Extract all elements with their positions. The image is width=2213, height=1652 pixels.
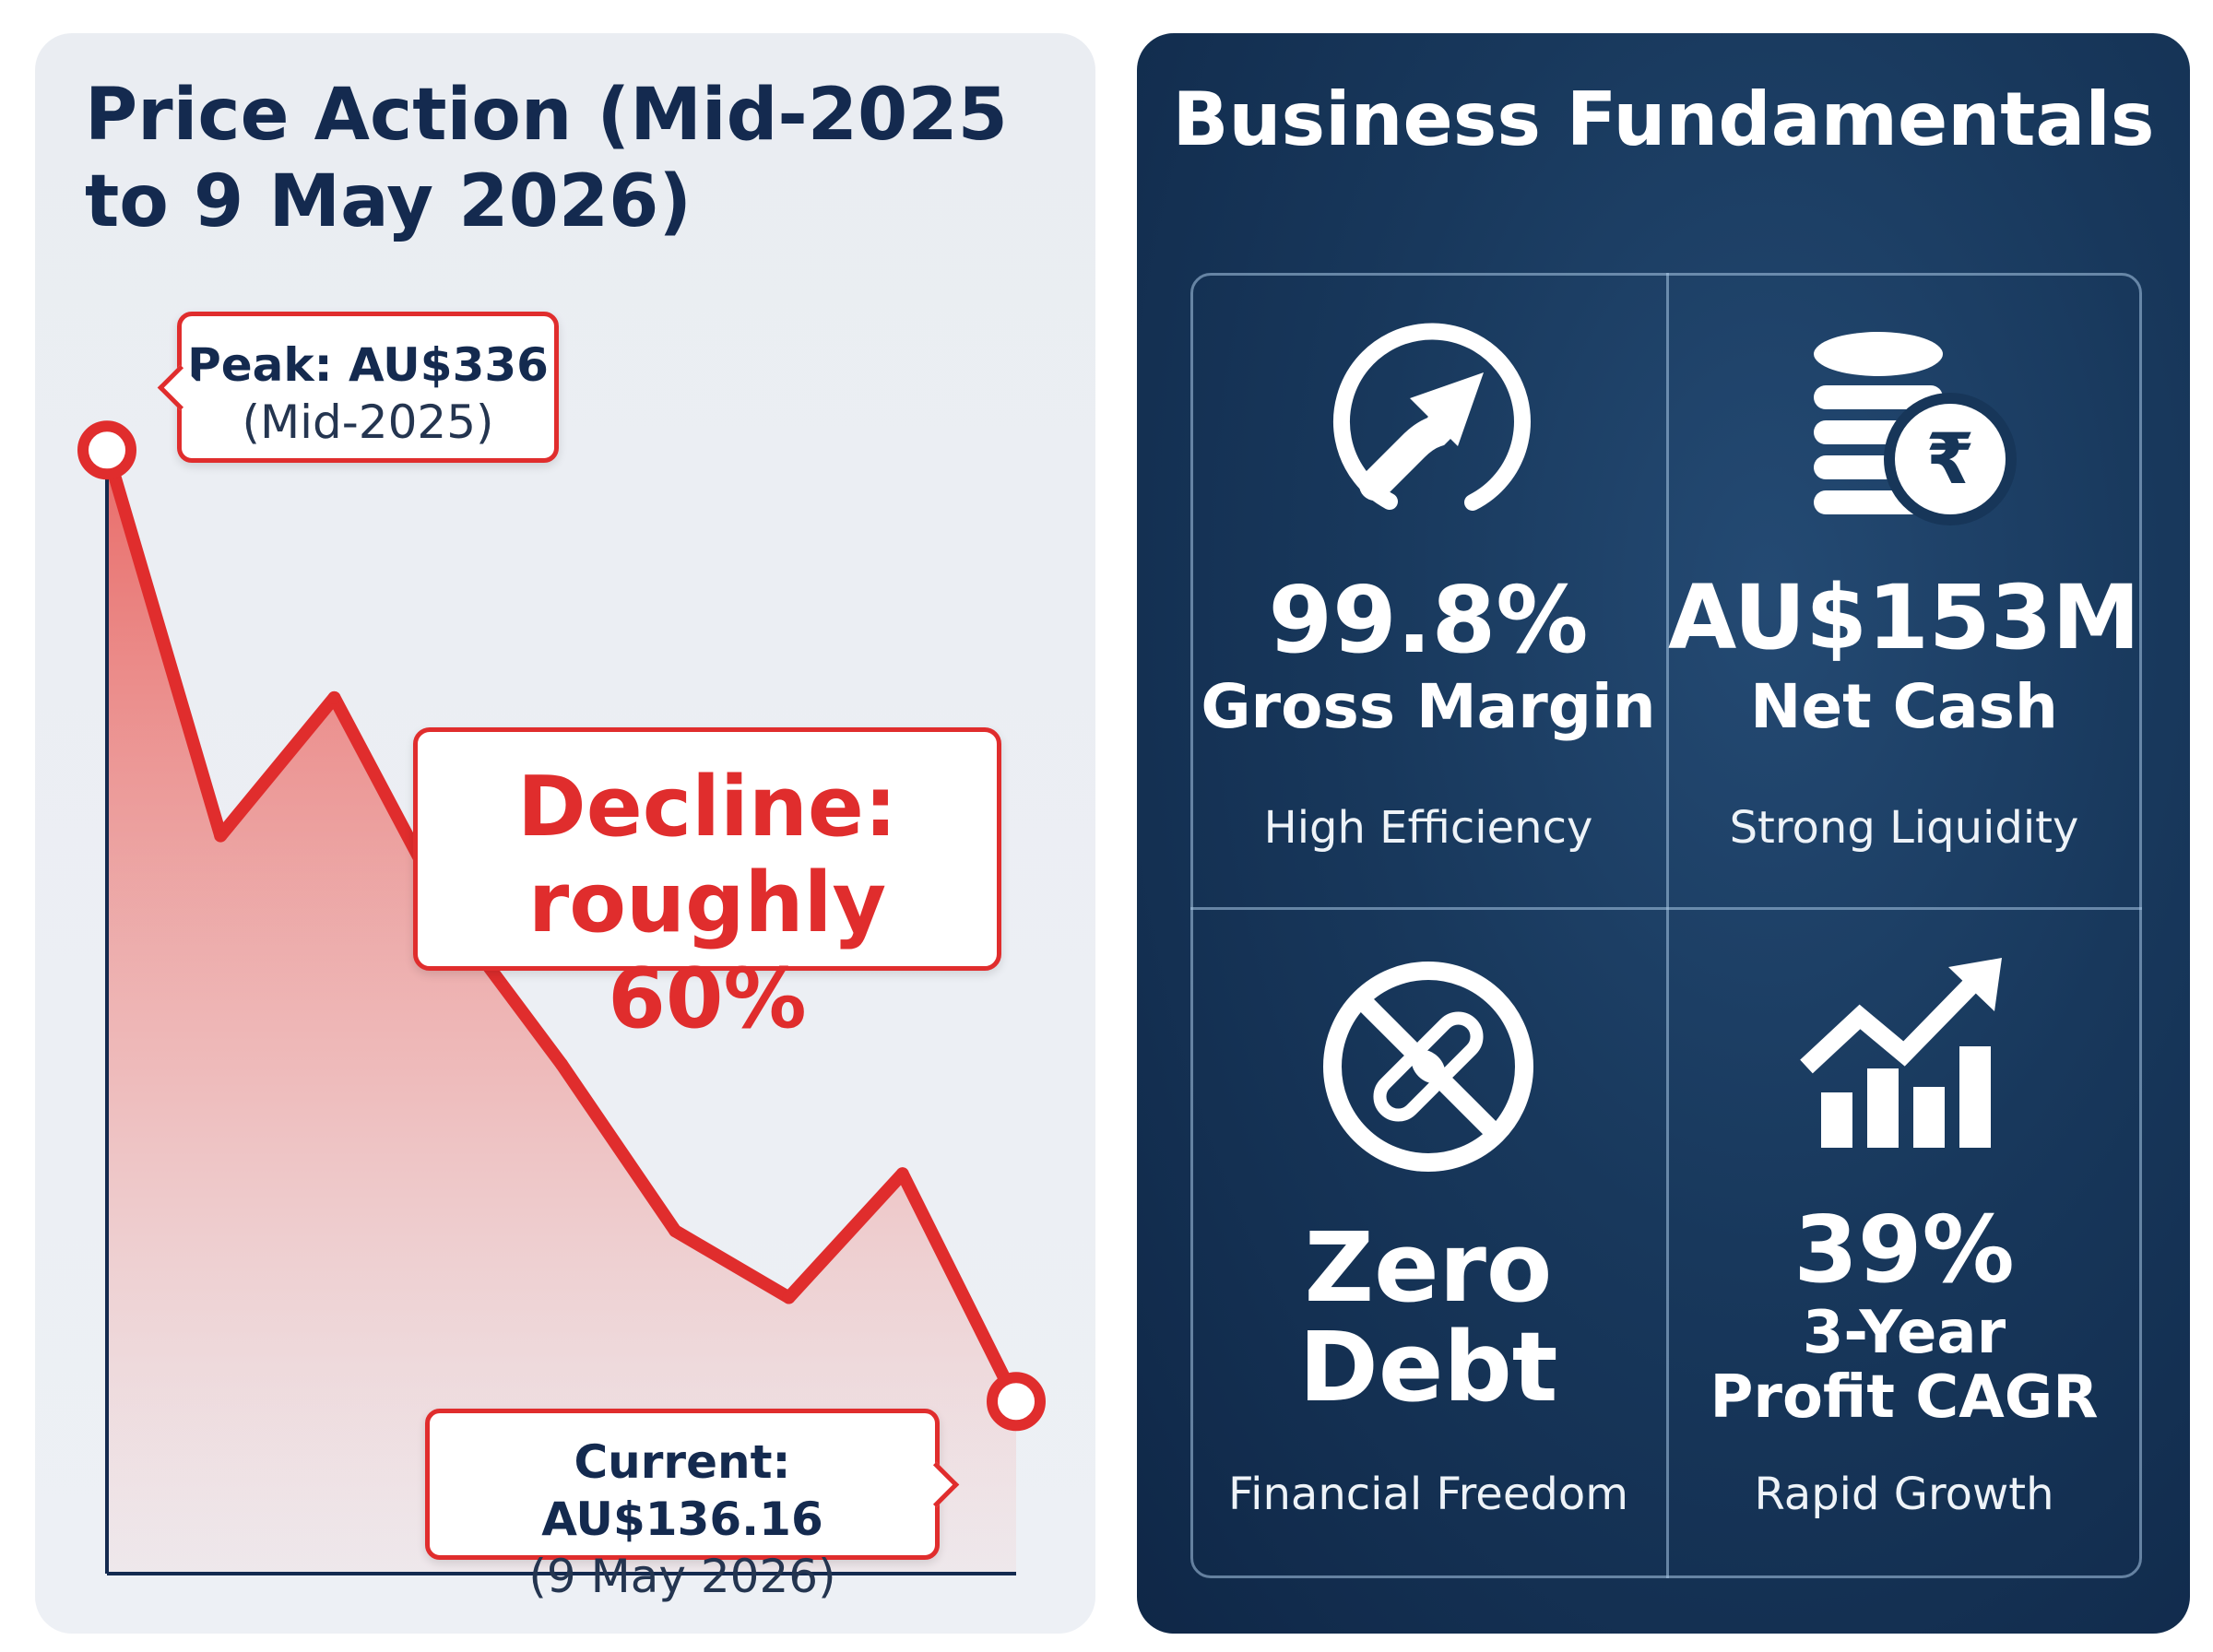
growth-bars-icon <box>1800 958 2002 1148</box>
decline-label: Decline: <box>517 759 897 856</box>
trending-up-circle-icon <box>1332 323 1531 511</box>
current-callout: Current: AU$136.16 (9 May 2026) <box>425 1409 960 1603</box>
no-debt-chain-icon <box>1323 962 1533 1172</box>
svg-text:₹: ₹ <box>1926 418 1975 500</box>
profit-cagr-value: 39% <box>1793 1196 2015 1304</box>
gross-margin-value: 99.8% <box>1268 566 1589 674</box>
card-gross-margin: 99.8% Gross Margin High Efficiency <box>1190 273 1666 907</box>
decline-value: roughly 60% <box>527 855 887 1047</box>
zero-debt-value: Zero <box>1304 1211 1553 1324</box>
net-cash-value: AU$153M <box>1667 566 2140 669</box>
current-date: (9 May 2026) <box>528 1550 836 1603</box>
current-label: Current: AU$136.16 <box>541 1435 823 1546</box>
peak-date: (Mid-2025) <box>242 395 494 449</box>
fundamentals-title: Business Fundamentals <box>1172 77 2155 162</box>
grid-divider-horizontal <box>1190 907 2142 910</box>
profit-cagr-desc: Rapid Growth <box>1754 1469 2054 1520</box>
decline-callout: Decline: roughly 60% <box>413 727 1001 1047</box>
peak-label: Peak: AU$336 <box>187 338 549 392</box>
profit-cagr-label-line2: Profit CAGR <box>1710 1363 2099 1432</box>
gross-margin-label: Gross Margin <box>1201 671 1656 742</box>
fundamentals-panel <box>1137 33 2190 1634</box>
peak-callout: Peak: AU$336 (Mid-2025) <box>157 312 559 463</box>
zero-debt-desc: Financial Freedom <box>1228 1469 1628 1520</box>
gross-margin-desc: High Efficiency <box>1263 802 1593 854</box>
grid-divider-vertical <box>1666 273 1669 1578</box>
coins-rupee-icon: ₹ <box>1814 332 2017 525</box>
price-action-title: Price Action (Mid-2025 to 9 May 2026) <box>85 74 1008 243</box>
net-cash-desc: Strong Liquidity <box>1729 802 2079 854</box>
profit-cagr-label: 3-Year <box>1802 1299 2006 1367</box>
zero-debt-value-line2: Debt <box>1298 1311 1558 1423</box>
card-net-cash: ₹ AU$153M Net Cash Strong Liquidity <box>1666 273 2142 907</box>
card-zero-debt: Zero Debt Financial Freedom <box>1190 910 1666 1578</box>
card-profit-cagr: 39% 3-Year Profit CAGR Rapid Growth <box>1666 910 2142 1578</box>
net-cash-label: Net Cash <box>1750 671 2058 742</box>
